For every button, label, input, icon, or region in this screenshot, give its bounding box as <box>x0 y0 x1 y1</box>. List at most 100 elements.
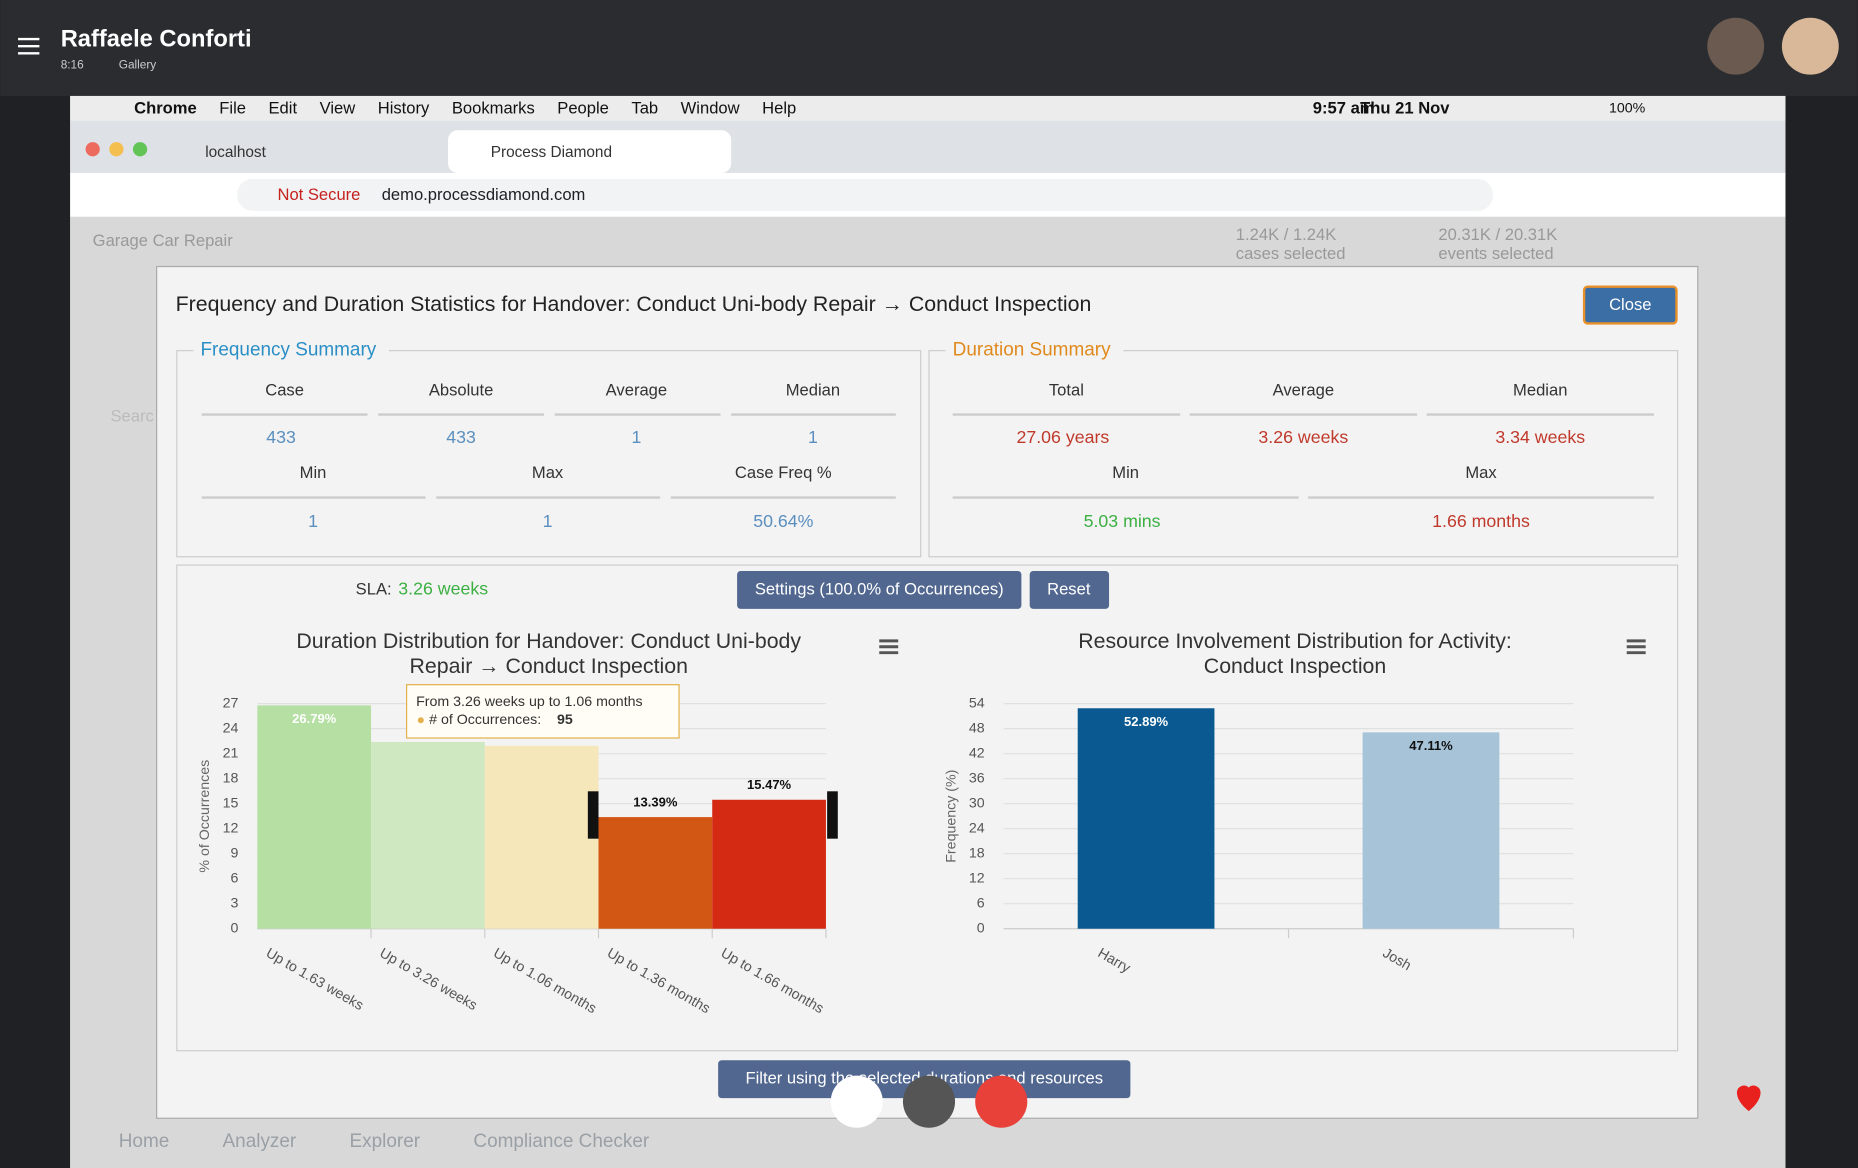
settings-button[interactable] <box>737 570 1022 609</box>
cell-value: 3.34 weeks <box>1495 427 1585 447</box>
tooltip-label: # of Occurrences: <box>429 712 541 728</box>
bar <box>371 741 485 929</box>
cell-value: 3.26 weeks <box>1258 427 1348 447</box>
column-header: Min <box>300 463 327 482</box>
menu-item[interactable]: Tab <box>631 98 658 117</box>
bottom-tab[interactable]: Home <box>119 1131 170 1152</box>
tab[interactable]: Process Diamond <box>491 144 612 161</box>
modal-title: Frequency and Duration Statistics for Ha… <box>176 292 1092 316</box>
bar <box>257 705 372 929</box>
y-tick-label: 15 <box>223 795 239 811</box>
y-tick-label: 27 <box>223 695 239 711</box>
column-header: Case <box>265 380 304 399</box>
tooltip <box>406 684 680 739</box>
omnibox[interactable] <box>237 178 1493 211</box>
menu-item[interactable]: People <box>557 98 609 117</box>
y-tick-label: 9 <box>230 845 238 861</box>
duration-legend: Duration Summary <box>953 340 1111 361</box>
y-tick-label: 30 <box>969 795 985 811</box>
y-tick-label: 24 <box>223 720 239 736</box>
close-button[interactable] <box>1582 285 1678 325</box>
menu-icon[interactable] <box>18 37 40 55</box>
menu-item[interactable]: Window <box>681 98 741 117</box>
cell-value: 433 <box>446 427 476 447</box>
menu-item[interactable]: Edit <box>269 98 298 117</box>
active-tab[interactable] <box>448 130 732 173</box>
bar <box>598 817 713 929</box>
y-axis-label: % of Occurrences <box>197 760 213 873</box>
selection-handle <box>827 791 838 839</box>
cell-value: 27.06 years <box>1016 427 1109 447</box>
data-label: 15.47% <box>747 777 792 792</box>
charts-box <box>176 564 1679 1052</box>
cell-value: 1 <box>308 511 318 531</box>
menu-item[interactable]: Help <box>762 98 796 117</box>
column-header: Median <box>786 380 840 399</box>
bar <box>712 799 826 929</box>
hangup-button[interactable] <box>975 1075 1028 1128</box>
y-tick-label: 0 <box>977 920 985 936</box>
y-axis-label: Frequency (%) <box>943 770 959 863</box>
cases: 1.24K / 1.24K <box>1236 225 1336 244</box>
reset-button[interactable] <box>1029 570 1110 609</box>
y-tick-label: 48 <box>969 720 985 736</box>
sla-label: SLA: <box>356 579 392 598</box>
battery: 100% <box>1609 101 1646 117</box>
cell-value: 5.03 mins <box>1084 511 1161 531</box>
reset-label[interactable]: Reset <box>1047 579 1091 598</box>
data-label: 26.79% <box>292 711 337 726</box>
y-tick-label: 18 <box>223 770 239 786</box>
menu-item[interactable]: History <box>378 98 430 117</box>
menu-item[interactable]: Bookmarks <box>452 98 535 117</box>
frequency-legend: Frequency Summary <box>200 340 376 361</box>
gallery[interactable]: Gallery <box>119 57 157 71</box>
y-tick-label: 3 <box>230 895 238 911</box>
bottom-tab[interactable]: Compliance Checker <box>473 1131 649 1152</box>
events-label: events selected <box>1438 244 1553 263</box>
column-header: Total <box>1049 380 1084 399</box>
data-label: 13.39% <box>633 794 678 809</box>
y-tick-label: 54 <box>969 695 985 711</box>
menu-item[interactable]: View <box>320 98 357 117</box>
frequency-box <box>176 350 922 558</box>
avatar[interactable] <box>1707 17 1765 75</box>
data-label: 47.11% <box>1409 738 1453 753</box>
duration-box <box>928 350 1679 558</box>
menu-item[interactable]: Chrome <box>134 98 197 117</box>
y-tick-label: 6 <box>230 870 238 886</box>
date: Thu 21 Nov <box>1360 98 1450 117</box>
cell-value: 1 <box>631 427 641 447</box>
cell-value: 1 <box>543 511 553 531</box>
cell-value: 50.64% <box>753 511 813 531</box>
column-header: Average <box>606 380 667 399</box>
bottom-tab[interactable]: Explorer <box>350 1131 421 1152</box>
column-header: Median <box>1513 380 1567 399</box>
bottom-tab[interactable]: Analyzer <box>223 1131 297 1152</box>
sla-value: 3.26 weeks <box>398 579 488 599</box>
search[interactable]: Searc <box>110 406 153 425</box>
clock: 9:57 am <box>1313 98 1375 117</box>
y-tick-label: 12 <box>969 870 985 886</box>
close-label[interactable]: Close <box>1609 295 1651 314</box>
tab[interactable]: localhost <box>205 144 266 161</box>
url[interactable]: demo.processdiamond.com <box>382 185 586 204</box>
menu-icon[interactable] <box>879 639 899 655</box>
menu-item[interactable]: File <box>219 98 246 117</box>
column-header: Absolute <box>429 380 494 399</box>
y-tick-label: 12 <box>223 820 239 836</box>
not-secure: Not Secure <box>277 185 360 204</box>
menu-icon[interactable] <box>1626 639 1646 655</box>
y-tick-label: 0 <box>230 920 238 936</box>
selection-handle <box>587 791 599 839</box>
camera-button[interactable] <box>902 1075 956 1128</box>
mac-menubar <box>70 95 1786 121</box>
bar <box>1362 732 1500 929</box>
heart[interactable] <box>1736 1085 1761 1112</box>
avatar[interactable] <box>1781 17 1839 75</box>
cell-value: 433 <box>266 427 296 447</box>
mic-button[interactable] <box>830 1075 883 1128</box>
bar <box>484 745 599 929</box>
settings-label[interactable]: Settings (100.0% of Occurrences) <box>755 579 1004 598</box>
